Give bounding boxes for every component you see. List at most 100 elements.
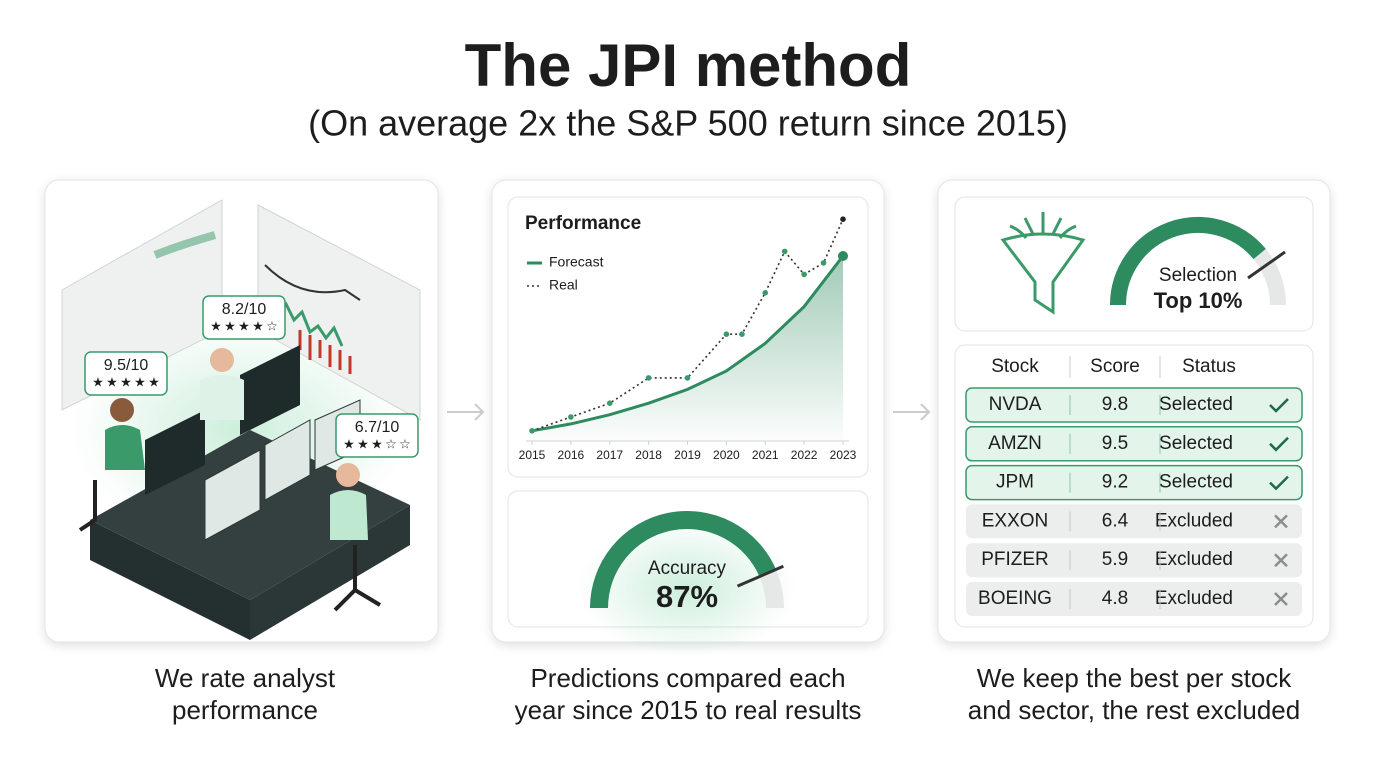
x-tick-label: 2019 xyxy=(674,448,701,462)
star: ★ xyxy=(252,318,264,333)
gauge-fill xyxy=(1110,217,1266,306)
cell: Excluded xyxy=(1155,510,1233,531)
rating-label: 8.2/10 xyxy=(222,301,267,318)
cell: 9.5 xyxy=(1102,433,1128,454)
star: ★ xyxy=(357,436,369,451)
end-marker xyxy=(838,251,848,261)
caption: year since 2015 to real results xyxy=(515,695,862,725)
table-header: Score xyxy=(1090,356,1140,377)
gauge-fill xyxy=(590,511,777,609)
star: ☆ xyxy=(266,318,278,333)
point xyxy=(645,375,652,381)
check-icon xyxy=(1269,398,1289,413)
star: ★ xyxy=(210,318,222,333)
gauge-label: Accuracy xyxy=(648,558,727,579)
star: ★ xyxy=(148,374,160,389)
rating-badge xyxy=(202,295,286,340)
title: The JPI method xyxy=(465,32,912,99)
cell: EXXON xyxy=(982,510,1049,531)
series-line xyxy=(531,255,845,433)
table-header: Status xyxy=(1182,356,1236,377)
rating-stars: ★ ★ ★ ☆ ☆ xyxy=(343,436,411,451)
star: ☆ xyxy=(399,436,411,451)
cell: 9.8 xyxy=(1102,394,1128,415)
legend-label: Forecast xyxy=(549,254,604,270)
table-row xyxy=(965,387,1303,423)
caption: performance xyxy=(172,695,318,725)
x-tick-label: 2023 xyxy=(830,448,857,462)
x-icon xyxy=(1274,514,1288,529)
chart-title: Performance xyxy=(525,213,641,234)
cell: 4.8 xyxy=(1102,588,1128,609)
x-tick-label: 2021 xyxy=(752,448,779,462)
cell: Excluded xyxy=(1155,588,1233,609)
caption: We keep the best per stock xyxy=(977,663,1293,693)
point xyxy=(820,260,827,266)
x-icon xyxy=(1274,553,1288,568)
cell: Selected xyxy=(1159,433,1233,454)
cell: AMZN xyxy=(988,433,1042,454)
gauge-value: 87% xyxy=(656,579,718,614)
x-tick-label: 2022 xyxy=(791,448,818,462)
point xyxy=(781,248,788,255)
cell: 6.4 xyxy=(1102,510,1129,531)
star: ★ xyxy=(224,318,236,333)
series-line xyxy=(531,218,844,432)
arrows xyxy=(447,403,931,421)
rating-label: 9.5/10 xyxy=(104,357,149,374)
subtitle: (On average 2x the S&P 500 return since … xyxy=(308,103,1068,144)
cell: Selected xyxy=(1159,472,1233,493)
rating-badge xyxy=(335,413,419,458)
x-tick-label: 2015 xyxy=(519,448,546,462)
gauge-glow xyxy=(577,518,797,658)
table-row xyxy=(966,504,1302,539)
table-row xyxy=(966,582,1302,616)
point xyxy=(568,414,574,420)
gauge-needle xyxy=(736,564,784,588)
point xyxy=(801,271,807,278)
star: ★ xyxy=(106,374,118,389)
check-icon xyxy=(1269,475,1289,491)
caption: and sector, the rest excluded xyxy=(968,695,1300,725)
cell: 5.9 xyxy=(1102,549,1128,570)
point xyxy=(606,400,613,407)
selection-label: Selection xyxy=(1159,265,1237,286)
rating-badge xyxy=(84,351,168,396)
cell: JPM xyxy=(996,472,1034,493)
x-tick-label: 2020 xyxy=(713,448,740,462)
table-header: Stock xyxy=(991,356,1039,377)
star: ★ xyxy=(238,318,250,333)
cell: BOEING xyxy=(978,588,1052,609)
x-tick-label: 2017 xyxy=(596,448,623,462)
star: ★ xyxy=(120,374,132,389)
table-row xyxy=(965,464,1303,501)
x-tick-label: 2018 xyxy=(635,448,662,462)
rating-label: 6.7/10 xyxy=(355,419,400,436)
cell: Selected xyxy=(1159,394,1233,415)
cell: 9.2 xyxy=(1102,472,1128,493)
star: ☆ xyxy=(385,436,397,451)
cell: PFIZER xyxy=(981,549,1049,570)
x-icon xyxy=(1274,592,1288,606)
table-row xyxy=(965,426,1303,462)
gauge-needle xyxy=(1247,250,1286,280)
point xyxy=(723,331,730,338)
rating-stars: ★ ★ ★ ★ ☆ xyxy=(210,318,278,333)
star: ★ xyxy=(371,436,383,451)
cell: NVDA xyxy=(989,394,1042,415)
selection-value: Top 10% xyxy=(1154,288,1243,313)
caption: Predictions compared each xyxy=(530,663,845,693)
table-row xyxy=(966,543,1302,578)
rating-stars: ★ ★ ★ ★ ★ xyxy=(92,374,160,389)
point xyxy=(840,216,846,222)
point xyxy=(529,428,535,434)
star: ★ xyxy=(343,436,355,451)
cell: Excluded xyxy=(1155,549,1233,570)
legend-label: Real xyxy=(549,277,578,293)
star: ★ xyxy=(134,374,146,389)
check-icon xyxy=(1269,436,1289,452)
forecast-area xyxy=(532,256,843,440)
point xyxy=(739,331,745,338)
point xyxy=(684,375,691,381)
